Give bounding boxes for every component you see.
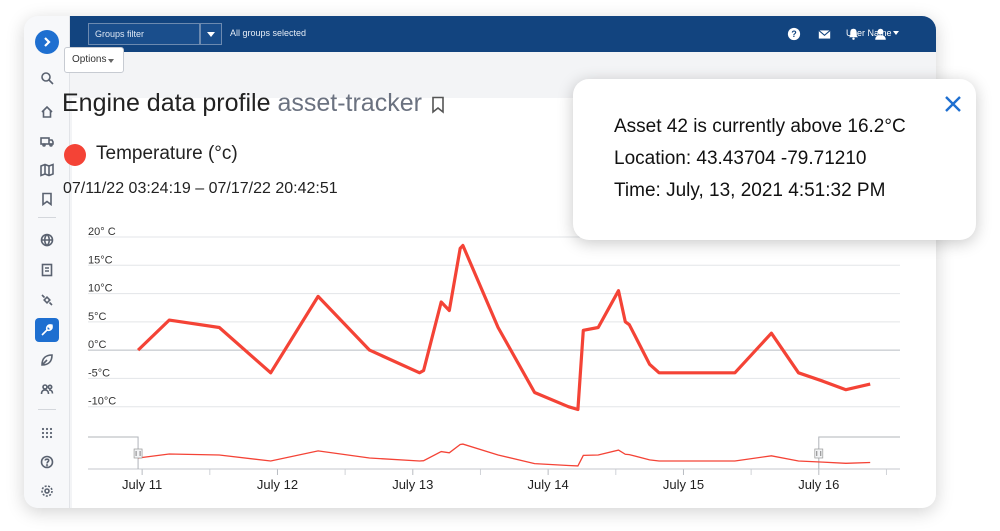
alert-popup: Asset 42 is currently above 16.2°C Locat… [573, 79, 976, 240]
page-subtitle: asset-tracker [277, 89, 422, 117]
metric-name: Temperature (°c) [96, 143, 238, 164]
y-axis-ticks: 20° C 15°C 10°C 5°C 0°C -5°C -10°C [88, 226, 116, 408]
settings-icon[interactable] [35, 479, 59, 503]
user-icon[interactable] [872, 26, 888, 42]
y-tick-label: 20° C [88, 226, 116, 238]
close-icon[interactable] [942, 93, 964, 115]
sidebar [24, 16, 70, 508]
globe-icon[interactable] [35, 228, 59, 252]
bookmark-icon[interactable] [431, 96, 445, 114]
user-name[interactable]: User Name [846, 28, 892, 38]
popup-location: Location: 43.43704 -79.71210 [614, 148, 867, 169]
x-tick-label: July 12 [257, 477, 298, 492]
navigator-series-line [138, 443, 871, 467]
x-axis-ticks: July 11 July 12 July 13 July 14 July 15 July … [122, 469, 887, 492]
x-tick-label: July 15 [663, 477, 704, 492]
home-icon[interactable] [35, 100, 59, 124]
y-tick-label: 10°C [88, 283, 113, 295]
svg-text:?: ? [791, 29, 796, 39]
wrench-icon[interactable] [35, 318, 59, 342]
truck-icon[interactable] [35, 129, 59, 153]
y-tick-label: 15°C [88, 254, 113, 266]
navigator-mask-right [818, 436, 900, 469]
mail-icon[interactable] [816, 26, 832, 42]
navigator-mask-left [88, 436, 139, 469]
bookmark-icon[interactable] [35, 187, 59, 211]
page-title: Engine data profile asset-tracker [62, 89, 422, 118]
popup-alert-text: Asset 42 is currently above 16.2°C [614, 116, 906, 137]
apps-icon[interactable] [35, 421, 59, 445]
help-icon[interactable] [35, 450, 59, 474]
chevron-down-icon[interactable] [893, 31, 899, 35]
date-range: 07/11/22 03:24:19 – 07/17/22 20:42:51 [63, 180, 338, 197]
y-tick-label: 0°C [88, 339, 107, 351]
metric-color-dot [64, 144, 86, 166]
y-tick-label: -5°C [88, 367, 110, 379]
navigator [88, 436, 900, 470]
popup-time: Time: July, 13, 2021 4:51:32 PM [614, 180, 886, 201]
options-button[interactable]: Options [64, 47, 124, 73]
groups-filter-dropdown-button[interactable] [200, 23, 222, 45]
y-tick-label: -10°C [88, 396, 116, 408]
groups-status: All groups selected [230, 28, 307, 38]
x-tick-label: July 11 [122, 477, 162, 492]
chevron-down-icon [207, 31, 215, 37]
series-line [136, 243, 871, 412]
navigator-handle-left[interactable] [133, 448, 143, 459]
x-tick-label: July 13 [392, 477, 433, 492]
options-label: Options [72, 54, 107, 65]
chart-series [136, 243, 871, 412]
sidebar-divider [38, 409, 56, 410]
people-icon[interactable] [35, 377, 59, 401]
navigator-handle-right[interactable] [814, 448, 824, 459]
chevron-down-icon [108, 59, 114, 63]
map-icon[interactable] [35, 158, 59, 182]
page-title-main: Engine data profile [62, 89, 271, 117]
leaf-icon[interactable] [35, 348, 59, 372]
sidebar-divider [38, 217, 56, 218]
x-tick-label: July 16 [798, 477, 839, 492]
help-icon[interactable]: ? [786, 26, 802, 42]
search-icon[interactable] [35, 66, 59, 90]
y-tick-label: 5°C [88, 311, 107, 323]
top-bar: Groups filter All groups selected ? User… [70, 16, 936, 52]
report-icon[interactable] [35, 258, 59, 282]
groups-filter-select[interactable]: Groups filter [88, 23, 200, 45]
x-tick-label: July 14 [528, 477, 569, 492]
bell-icon[interactable] [845, 26, 861, 42]
satellite-icon[interactable] [35, 288, 59, 312]
expand-icon[interactable] [35, 30, 59, 54]
